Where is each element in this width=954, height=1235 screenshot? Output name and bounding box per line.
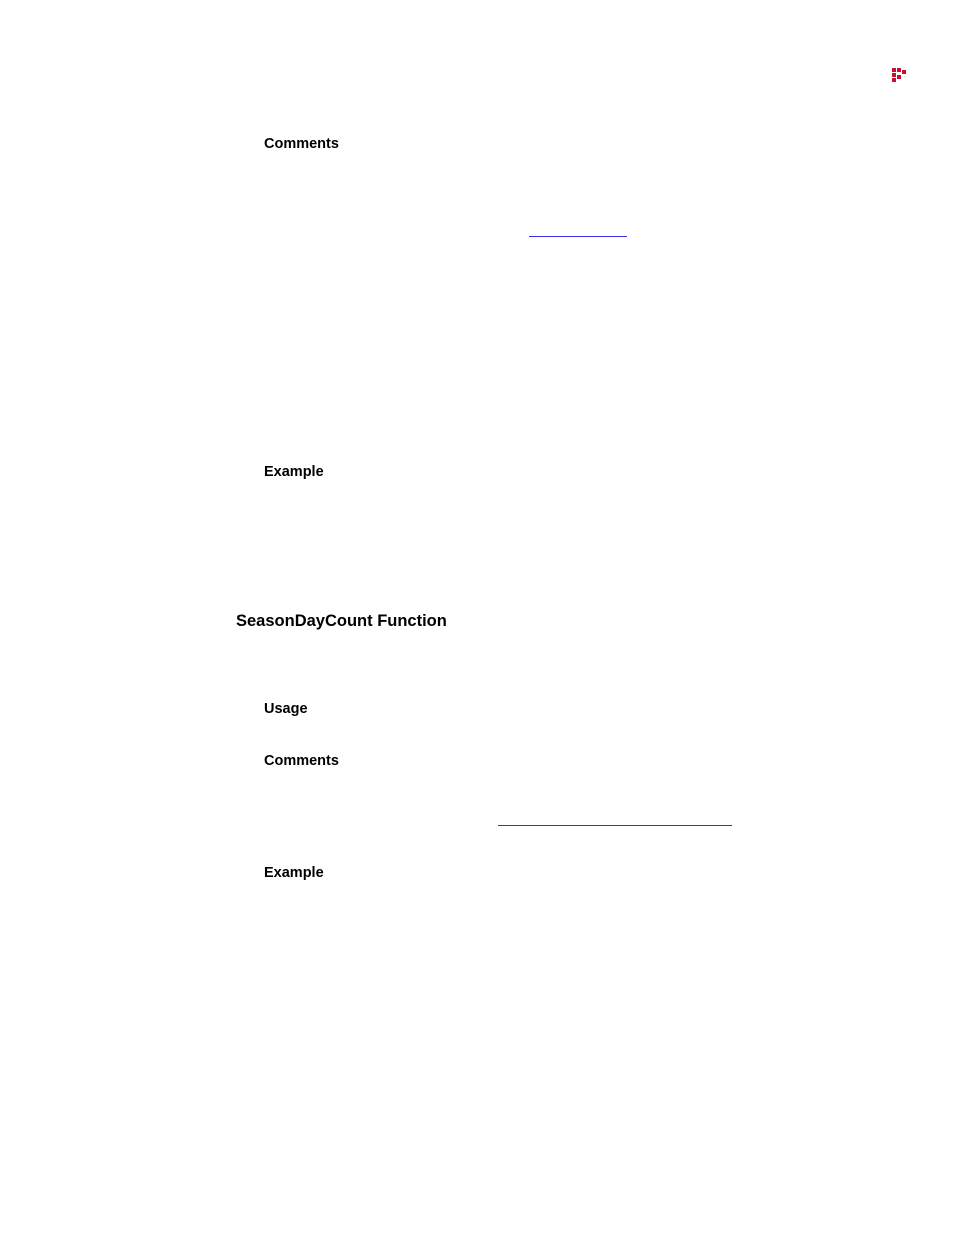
grid-icon[interactable] [892, 68, 906, 82]
heading-seasondaycount: SeasonDayCount Function [236, 612, 856, 631]
link-placeholder-1[interactable] [529, 236, 627, 237]
document-page: Comments Example SeasonDayCount Function… [0, 0, 954, 1235]
link-row-1 [264, 224, 856, 242]
heading-usage: Usage [264, 701, 856, 717]
page-content: Comments Example SeasonDayCount Function… [236, 136, 856, 887]
link-row-2 [264, 813, 856, 831]
heading-comments-2: Comments [264, 753, 856, 769]
heading-example-2: Example [264, 865, 856, 881]
heading-example-1: Example [264, 464, 856, 480]
link-placeholder-2[interactable] [498, 825, 732, 826]
heading-comments-1: Comments [264, 136, 856, 152]
